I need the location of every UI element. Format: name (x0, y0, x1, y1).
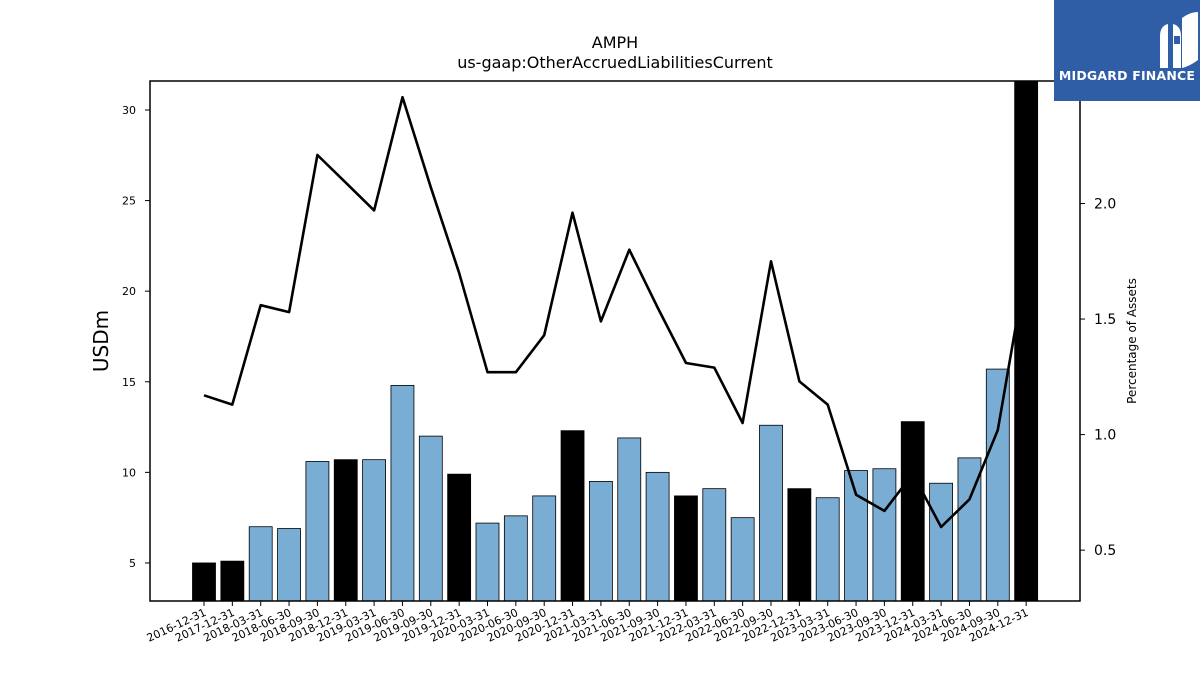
line-series (203, 95, 1028, 529)
y2-axis-label: Percentage of Assets (1125, 278, 1139, 404)
bar (447, 473, 472, 602)
bar (787, 488, 812, 602)
y-axis-right: 0.5 1.0 1.5 2.0 (1080, 196, 1116, 559)
y2-tick-label: 0.5 (1094, 543, 1116, 559)
chart-title: AMPH (592, 33, 638, 52)
bar (1014, 80, 1039, 602)
y2-tick-label: 1.0 (1094, 428, 1116, 444)
y-tick-label: 30 (122, 104, 136, 117)
bar (645, 471, 670, 602)
bar (815, 497, 840, 602)
bar (929, 482, 953, 602)
percentage-line (203, 95, 1028, 529)
y-tick-label: 15 (122, 376, 136, 389)
y-axis-left: 5 10 15 20 25 30 (122, 104, 150, 570)
bar (532, 495, 557, 602)
bar (617, 437, 642, 602)
bar (589, 481, 613, 602)
bar (333, 459, 358, 602)
chart-subtitle: us-gaap:OtherAccruedLiabilitiesCurrent (457, 53, 773, 72)
logo-text: MIDGARD FINANCE (1058, 68, 1196, 83)
x-axis: 2016-12-312017-12-312018-03-312018-06-30… (145, 601, 1030, 645)
bar (985, 368, 1010, 602)
bar (390, 384, 415, 602)
bar (418, 435, 443, 602)
bar (192, 562, 216, 602)
bar-series (192, 80, 1039, 602)
y2-tick-label: 2.0 (1094, 196, 1116, 212)
brand-logo: MIDGARD FINANCE (1054, 0, 1200, 101)
bar (362, 459, 387, 602)
bar (560, 430, 585, 602)
y-tick-label: 5 (129, 557, 136, 570)
bar (844, 470, 868, 602)
bar (475, 522, 500, 602)
bar (305, 461, 330, 602)
bar (900, 421, 925, 602)
bar (248, 526, 273, 602)
y-tick-label: 25 (122, 195, 136, 208)
bar (503, 515, 528, 602)
bar (759, 424, 783, 602)
bar (730, 517, 755, 602)
bar (220, 560, 245, 602)
plot-frame (149, 80, 1081, 602)
y-tick-label: 20 (122, 285, 136, 298)
logo-mark-icon (1160, 12, 1198, 68)
bar (702, 488, 727, 602)
y-axis-label: USDm (89, 310, 113, 372)
y-tick-label: 10 (122, 466, 136, 479)
y2-tick-label: 1.5 (1094, 312, 1116, 328)
bar (277, 528, 301, 602)
bar (872, 468, 897, 602)
bar (674, 495, 698, 602)
